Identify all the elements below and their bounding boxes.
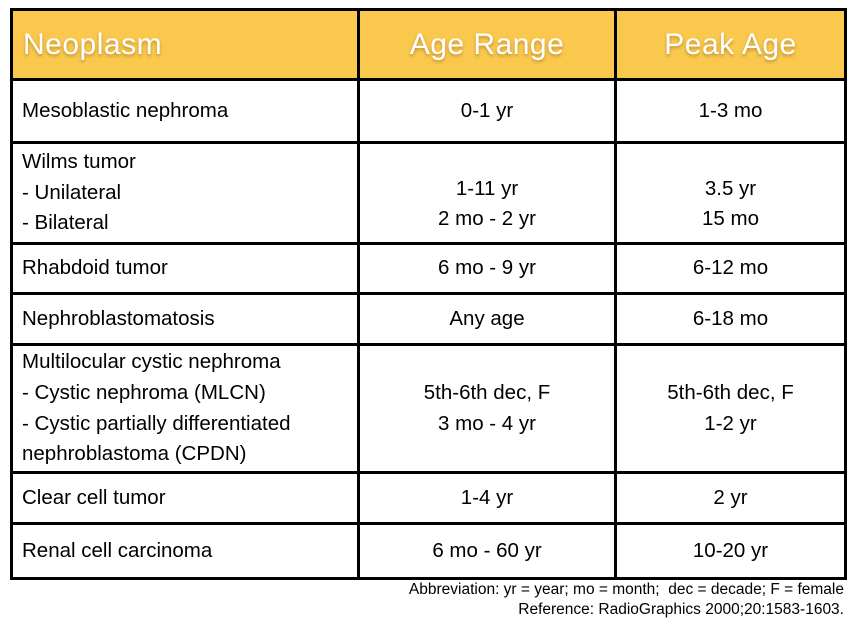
peak-age-cell: 2 yr bbox=[614, 471, 847, 525]
peak-age-cell: 1-3 mo bbox=[614, 78, 847, 144]
cell-line: 6-18 mo bbox=[692, 306, 769, 330]
footnote-abbreviations: Abbreviation: yr = year; mo = month; dec… bbox=[408, 581, 844, 598]
peak-age-cell: 3.5 yr 15 mo bbox=[614, 141, 847, 245]
cell-line: nephroblastoma (CPDN) bbox=[22, 442, 247, 466]
neoplasm-cell: Multilocular cystic nephroma - Cystic nep… bbox=[10, 343, 360, 474]
cell-line: 3 mo - 4 yr bbox=[438, 411, 536, 435]
neoplasm-cell: Nephroblastomatosis bbox=[10, 292, 360, 346]
cell-line: 10-20 yr bbox=[692, 538, 769, 562]
table-row: Mesoblastic nephroma 0-1 yr 1-3 mo bbox=[10, 78, 847, 144]
age-range-cell: 6 mo - 9 yr bbox=[357, 242, 617, 295]
cell-line: Rhabdoid tumor bbox=[22, 256, 168, 280]
cell-line: Mesoblastic nephroma bbox=[22, 98, 229, 122]
age-range-cell: 0-1 yr bbox=[357, 78, 617, 144]
age-range-cell: 5th-6th dec, F 3 mo - 4 yr bbox=[357, 343, 617, 474]
column-header-age-range: Age Range bbox=[357, 8, 617, 81]
cell-line: 1-11 yr bbox=[455, 176, 519, 200]
table-row: Clear cell tumor 1-4 yr 2 yr bbox=[10, 471, 847, 525]
cell-line: Renal cell carcinoma bbox=[22, 538, 213, 562]
column-header-neoplasm: Neoplasm bbox=[10, 8, 360, 81]
footnote-reference: Reference: RadioGraphics 2000;20:1583-16… bbox=[518, 601, 844, 619]
cell-line: 1-2 yr bbox=[704, 411, 757, 435]
footnotes: Abbreviation: yr = year; mo = month; dec… bbox=[409, 580, 844, 621]
peak-age-cell: 6-12 mo bbox=[614, 242, 847, 295]
age-range-cell: 6 mo - 60 yr bbox=[357, 522, 617, 580]
neoplasm-cell: Wilms tumor - Unilateral - Bilateral bbox=[10, 141, 360, 245]
neoplasm-cell: Mesoblastic nephroma bbox=[10, 78, 360, 144]
age-range-cell: 1-11 yr 2 mo - 2 yr bbox=[357, 141, 617, 245]
cell-line: - Cystic partially differentiated bbox=[22, 411, 291, 435]
cell-line: - Unilateral bbox=[22, 180, 122, 204]
peak-age-cell: 10-20 yr bbox=[614, 522, 847, 580]
neoplasm-table: Neoplasm Age Range Peak Age Mesoblastic … bbox=[10, 8, 847, 580]
cell-line: 6 mo - 60 yr bbox=[432, 538, 542, 562]
cell-line: 2 yr bbox=[713, 485, 748, 509]
cell-line: - Bilateral bbox=[22, 211, 109, 235]
table-row: Multilocular cystic nephroma - Cystic nep… bbox=[10, 343, 847, 474]
table-row: Nephroblastomatosis Any age 6-18 mo bbox=[10, 292, 847, 346]
cell-line: 1-3 mo bbox=[698, 98, 763, 122]
cell-line: Nephroblastomatosis bbox=[22, 306, 215, 330]
column-header-peak-age: Peak Age bbox=[614, 8, 847, 81]
cell-line: Any age bbox=[449, 306, 525, 330]
peak-age-cell: 6-18 mo bbox=[614, 292, 847, 346]
cell-line: - Cystic nephroma (MLCN) bbox=[22, 380, 266, 404]
table-row: Renal cell carcinoma 6 mo - 60 yr 10-20 yr bbox=[10, 522, 847, 580]
cell-line: 5th-6th dec, F bbox=[423, 380, 551, 404]
cell-line: Wilms tumor bbox=[22, 149, 136, 173]
cell-line: 5th-6th dec, F bbox=[667, 380, 794, 404]
neoplasm-cell: Clear cell tumor bbox=[10, 471, 360, 525]
neoplasm-cell: Rhabdoid tumor bbox=[10, 242, 360, 295]
cell-line: 0-1 yr bbox=[460, 98, 514, 122]
cell-line: 6 mo - 9 yr bbox=[438, 256, 536, 280]
cell-line: 3.5 yr bbox=[704, 176, 757, 200]
peak-age-cell: 5th-6th dec, F 1-2 yr bbox=[614, 343, 847, 474]
cell-line: Clear cell tumor bbox=[22, 485, 166, 509]
header-row: Neoplasm Age Range Peak Age bbox=[10, 8, 847, 81]
neoplasm-cell: Renal cell carcinoma bbox=[10, 522, 360, 580]
age-range-cell: Any age bbox=[357, 292, 617, 346]
age-range-cell: 1-4 yr bbox=[357, 471, 617, 525]
table-row: Wilms tumor - Unilateral - Bilateral 1-11 y… bbox=[10, 141, 847, 245]
table-body: Mesoblastic nephroma 0-1 yr 1-3 mo Wilms tu… bbox=[10, 78, 847, 580]
cell-line: 15 mo bbox=[702, 207, 759, 231]
cell-line: 2 mo - 2 yr bbox=[438, 207, 536, 231]
cell-line: 1-4 yr bbox=[460, 485, 514, 509]
table-row: Rhabdoid tumor 6 mo - 9 yr 6-12 mo bbox=[10, 242, 847, 295]
cell-line: Multilocular cystic nephroma bbox=[22, 350, 281, 373]
cell-line: 6-12 mo bbox=[692, 256, 769, 280]
